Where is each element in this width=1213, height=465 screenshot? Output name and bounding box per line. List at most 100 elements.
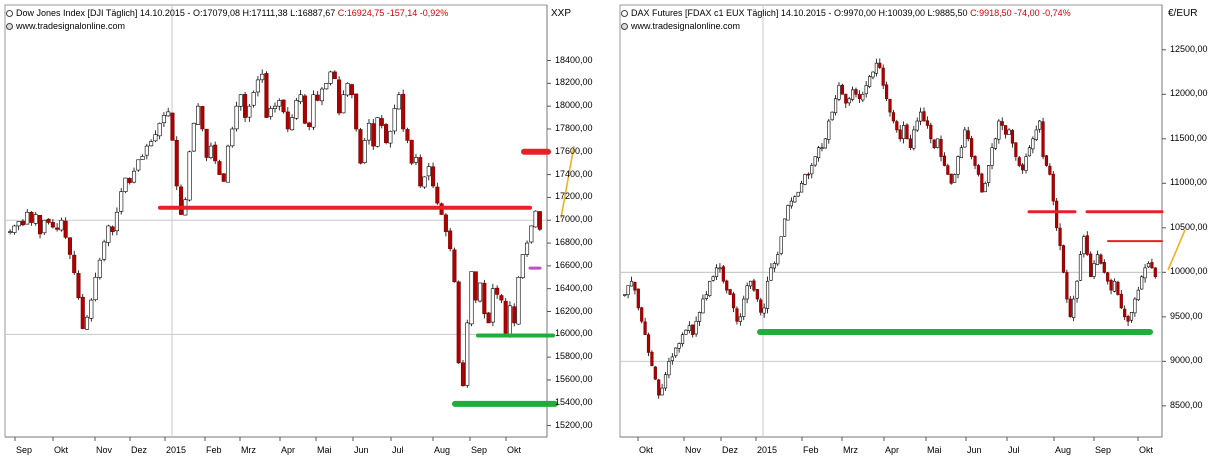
x-tick-label: Jul	[392, 445, 404, 455]
candle	[443, 214, 448, 232]
candle	[12, 225, 17, 233]
y-tick-label: 16200,00	[555, 305, 593, 316]
settings-circle-icon[interactable]	[6, 10, 13, 17]
candle	[409, 139, 414, 164]
candle	[997, 120, 1001, 140]
candle	[929, 124, 933, 140]
candle	[1085, 235, 1089, 255]
x-tick-label: Mrz	[241, 445, 256, 455]
candle	[1119, 293, 1123, 309]
candle	[46, 218, 51, 223]
y-tick-label: 16400,00	[555, 282, 593, 293]
candle	[973, 156, 977, 166]
dji-source[interactable]: www.tradesignalonline.com	[6, 21, 125, 31]
candle	[810, 165, 814, 175]
x-tick-label: Nov	[96, 445, 113, 455]
candle	[401, 93, 406, 130]
candle	[67, 237, 72, 255]
candle	[174, 139, 179, 187]
candle	[490, 288, 495, 323]
candle	[1112, 280, 1117, 292]
candle	[697, 312, 702, 322]
candle	[1126, 316, 1130, 322]
candle	[983, 183, 987, 193]
settings-circle-icon[interactable]	[621, 10, 628, 17]
candle	[42, 219, 47, 234]
candle	[324, 83, 329, 90]
candle	[319, 88, 325, 102]
candle	[178, 186, 184, 215]
candle	[762, 307, 766, 314]
candle	[469, 271, 474, 325]
dji-chart-svg	[4, 4, 575, 441]
candle	[460, 362, 466, 386]
candle	[76, 273, 81, 299]
candle	[140, 156, 145, 160]
candle	[354, 93, 359, 130]
candle	[956, 156, 960, 175]
candle	[881, 67, 885, 86]
candle	[966, 130, 970, 140]
candle	[29, 211, 34, 223]
candle	[1017, 157, 1021, 166]
candle	[891, 112, 896, 122]
candle	[823, 138, 827, 149]
y-tick-label: 17000,00	[555, 214, 593, 225]
dji-title: Dow Jones Index [DJI Täglich] 14.10.2015…	[16, 8, 193, 18]
candle	[827, 120, 831, 140]
candle	[905, 124, 909, 140]
dji-chart-panel: Dow Jones Index [DJI Täglich] 14.10.2015…	[0, 0, 601, 465]
candle	[191, 122, 196, 152]
candle	[149, 141, 154, 147]
dax-chart-panel: DAX Futures [FDAX c1 EUX Täglich] 14.10.…	[615, 0, 1213, 465]
y-tick-label: 15200,00	[555, 419, 593, 430]
candle	[1129, 312, 1134, 321]
x-tick-label: Feb	[803, 445, 819, 455]
x-tick-label: Apr	[281, 445, 296, 455]
candle	[953, 174, 957, 183]
candle	[680, 334, 685, 344]
candle	[970, 138, 974, 157]
candle	[742, 298, 746, 317]
candle	[208, 145, 213, 158]
candle	[840, 84, 844, 95]
candle	[375, 117, 380, 147]
candle	[213, 144, 218, 162]
candle	[89, 299, 94, 319]
candle	[735, 308, 739, 322]
dax-unit: €/EUR	[1168, 8, 1198, 19]
y-tick-label: 10000,00	[1170, 266, 1208, 277]
candle	[636, 288, 640, 309]
candle	[123, 177, 128, 192]
y-tick-label: 15600,00	[555, 373, 593, 384]
candle	[816, 147, 821, 159]
candle	[225, 145, 231, 183]
x-tick-label: Aug	[434, 445, 451, 455]
candle	[946, 165, 950, 175]
candle	[1010, 130, 1015, 144]
candle	[384, 124, 389, 143]
candle	[728, 289, 732, 295]
candle	[102, 241, 107, 260]
candle	[20, 220, 25, 226]
candle	[1024, 156, 1028, 171]
candle	[379, 118, 384, 126]
candle	[718, 267, 722, 270]
candle	[793, 196, 797, 203]
y-tick-label: 12500,00	[1170, 43, 1208, 54]
candle	[837, 85, 841, 100]
candle	[238, 94, 243, 107]
candle	[332, 71, 337, 80]
candle	[431, 166, 436, 187]
candle	[315, 94, 320, 101]
candle	[1109, 279, 1113, 291]
candle	[371, 123, 376, 147]
candle	[738, 316, 742, 322]
x-tick-label: Sep	[471, 445, 488, 455]
candle	[499, 295, 504, 301]
x-tick-label: Dez	[131, 445, 148, 455]
candle	[38, 215, 43, 235]
candle	[465, 322, 470, 386]
candle	[25, 211, 30, 225]
dax-source[interactable]: www.tradesignalonline.com	[621, 21, 740, 31]
